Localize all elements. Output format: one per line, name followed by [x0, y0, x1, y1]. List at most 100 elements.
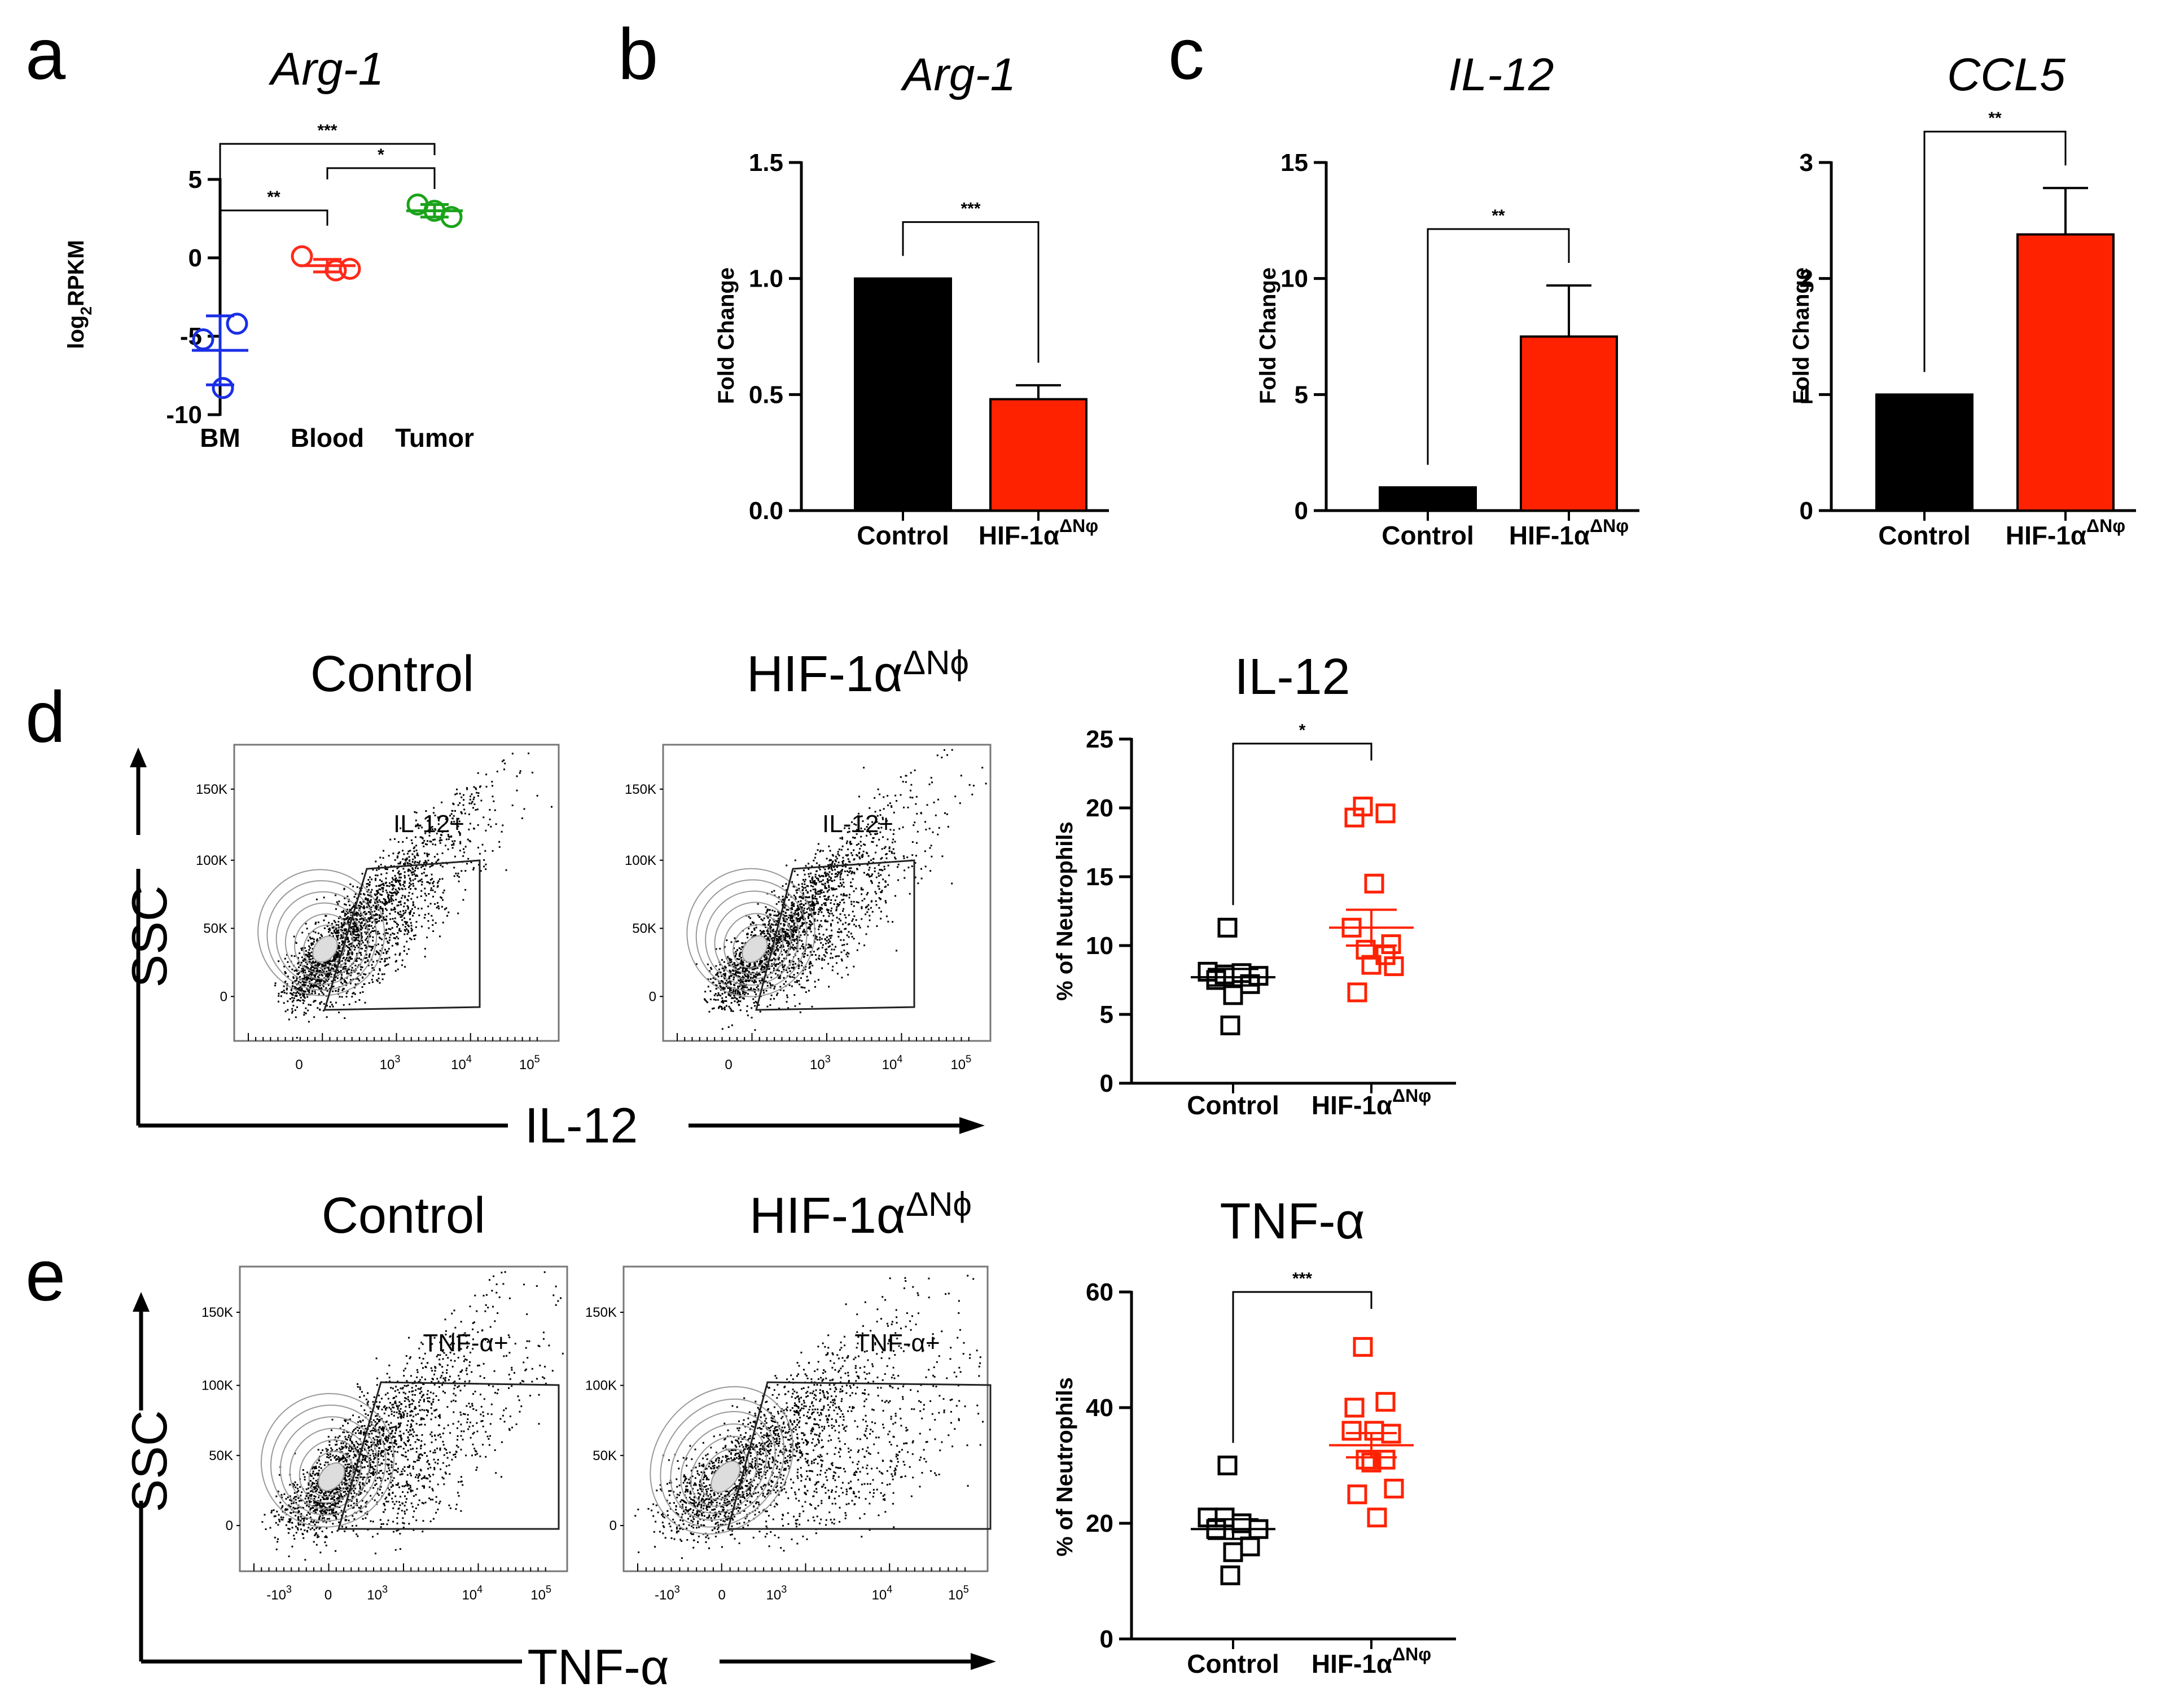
d-y-tick-label: 20: [1086, 794, 1113, 822]
a-y-label-log: log: [64, 315, 89, 349]
d-y-tick-label: 25: [1086, 726, 1113, 753]
b-significance-label: ***: [961, 200, 980, 218]
flow-d-hif-x-tick-label: 0: [725, 1057, 732, 1073]
flow-e-control-x-tick-label: 0: [324, 1588, 332, 1603]
d-category-main: HIF-1α: [1312, 1091, 1392, 1120]
d-data-point: [1364, 873, 1384, 894]
e-significance-bracket: [1232, 1291, 1372, 1443]
b-bar: [989, 398, 1087, 512]
flow-panel-d: Control HIF-1αΔNϕ IL-12 SSC 150K 100K 50K 0…: [121, 644, 992, 1153]
flow-e-control-density-contour: [279, 1416, 378, 1516]
flow-e-control-title: Control: [322, 1188, 485, 1244]
c2-y-tick-label: 3: [1800, 149, 1813, 177]
flow-e-control-x-tick-exp: 3: [382, 1584, 388, 1595]
b-y-tick-label: 1.0: [749, 265, 783, 293]
flow-d-hif-y-tick-label: 50K: [632, 921, 656, 937]
a-y-label-rpkm: RPKM: [64, 240, 89, 306]
c1-category-label: HIF-1αΔNφ: [1509, 516, 1629, 550]
d-title: IL-12: [1234, 649, 1350, 705]
b-category-label: HIF-1αΔNφ: [979, 516, 1098, 550]
flow-e-control-x-tick-base: -10: [266, 1588, 286, 1603]
e-data-point: [1375, 1449, 1396, 1470]
flow-d-hif-x-tick-exp: 3: [825, 1053, 831, 1065]
flow-e-hif-density-contour: [650, 1386, 794, 1535]
panel-label-b: b: [618, 14, 658, 95]
flow-e-control-scatter-events: [261, 1271, 564, 1561]
c1-y-label: Fold Change: [1256, 267, 1280, 404]
b-y-tick-label: 0.5: [749, 381, 783, 408]
c2-y-label: Fold Change: [1789, 267, 1814, 404]
c2-category-label: Control: [1878, 521, 1971, 550]
flow-d-control-x-tick-label: 0: [295, 1057, 302, 1073]
d-significance-label: *: [1299, 721, 1306, 740]
flow-e-control-y-tick-label: 100K: [201, 1378, 233, 1394]
c2-significance-label: **: [1988, 109, 2002, 128]
d-data-point: [1381, 934, 1401, 955]
c1-bar: [1379, 486, 1477, 512]
flow-d-control-gate: [323, 859, 481, 1011]
flow-d-x-arrowhead: [959, 1117, 985, 1134]
e-data-point: [1341, 1421, 1362, 1441]
flow-d-control-x-tick-base: 10: [519, 1057, 534, 1073]
a-data-point: [291, 245, 313, 267]
flow-e-hif-density-contour: [660, 1398, 785, 1528]
flow-d-hif-x-tick-label: 104: [882, 1053, 903, 1073]
flow-e-control-density-contour: [318, 1462, 345, 1492]
e-y-tick-label: 20: [1086, 1510, 1113, 1537]
flow-d-y-arrowhead: [130, 748, 147, 767]
e-category-main: HIF-1α: [1312, 1649, 1392, 1678]
a-category-label: BM: [200, 423, 240, 452]
flow-d-control-density-contour: [266, 880, 378, 991]
d-data-point: [1344, 807, 1365, 828]
a-y-label: log2RPKM: [64, 240, 95, 349]
a-y-tick-label: -5: [180, 323, 202, 350]
b-bar: [854, 277, 952, 512]
d-y-tick-label: 5: [1100, 1001, 1113, 1028]
a-data-point: [339, 257, 361, 280]
flow-d-hif-x-tick-label: 105: [950, 1053, 971, 1073]
flow-d-control-y-tick-label: 150K: [196, 782, 227, 797]
flow-d-hif-density-contour: [723, 913, 784, 974]
flow-d-hif-density-contour: [742, 935, 768, 963]
e-data-point: [1223, 1542, 1243, 1562]
c2-significance-bracket: [1923, 130, 2067, 372]
e-data-point: [1384, 1479, 1404, 1498]
flow-e-hif-x-tick-base: 10: [766, 1588, 782, 1603]
flow-d-control-x-tick-label: 103: [380, 1053, 401, 1073]
flow-d-control-density-contour: [312, 935, 338, 963]
flow-e-x-arrowhead: [971, 1653, 996, 1670]
d-category-main: Control: [1187, 1091, 1279, 1120]
flow-d-control-scatter-events: [274, 752, 552, 1039]
flow-d-control-gate-label: IL-12+: [393, 810, 464, 838]
b-category-label: Control: [857, 521, 949, 550]
flow-e-control-x-tick-label: -103: [266, 1584, 292, 1603]
flow-e-control-x-tick-label: 104: [462, 1584, 483, 1603]
flow-e-control-density-contour: [260, 1393, 395, 1528]
d-data-point: [1223, 985, 1243, 1005]
flow-panel-e: Control HIF-1αΔNϕ TNF-α SSC 150K 100K 50K 0…: [121, 1185, 996, 1695]
e-data-point: [1344, 1397, 1365, 1418]
a-significance-bracket: [326, 167, 436, 189]
flow-d-hif-title-main: HIF-1α: [747, 646, 903, 702]
c1-significance-label: **: [1492, 206, 1505, 225]
flow-e-control-density-contour: [299, 1439, 362, 1504]
flow-d-hif-density-contour: [714, 902, 792, 980]
a-y-label-sub: 2: [77, 306, 95, 315]
e-category-main: Control: [1187, 1649, 1279, 1678]
flow-e-hif-y-tick-label: 50K: [593, 1448, 617, 1463]
flow-e-hif-x-tick-base: 10: [948, 1588, 963, 1603]
panel-label-d: d: [25, 677, 65, 758]
flow-e-control-density-contour: [289, 1427, 370, 1510]
b-y-label: Fold Change: [714, 267, 739, 404]
chart-c-il12-fold: IL-12 0 5 10 15 Fold Change Control HIF-1αΔNφ **: [1256, 49, 1639, 550]
a-significance-label: ***: [317, 121, 337, 140]
flow-e-hif-x-tick-exp: 3: [674, 1584, 680, 1595]
b-category-main: Control: [857, 521, 949, 550]
e-y-tick-label: 60: [1086, 1278, 1113, 1306]
flow-e-y-arrowhead: [133, 1292, 150, 1312]
flow-d-control-x-tick-exp: 5: [534, 1053, 540, 1065]
flow-d-hif-plot-frame: [662, 744, 992, 1042]
flow-d-hif-density-contour: [686, 868, 815, 997]
